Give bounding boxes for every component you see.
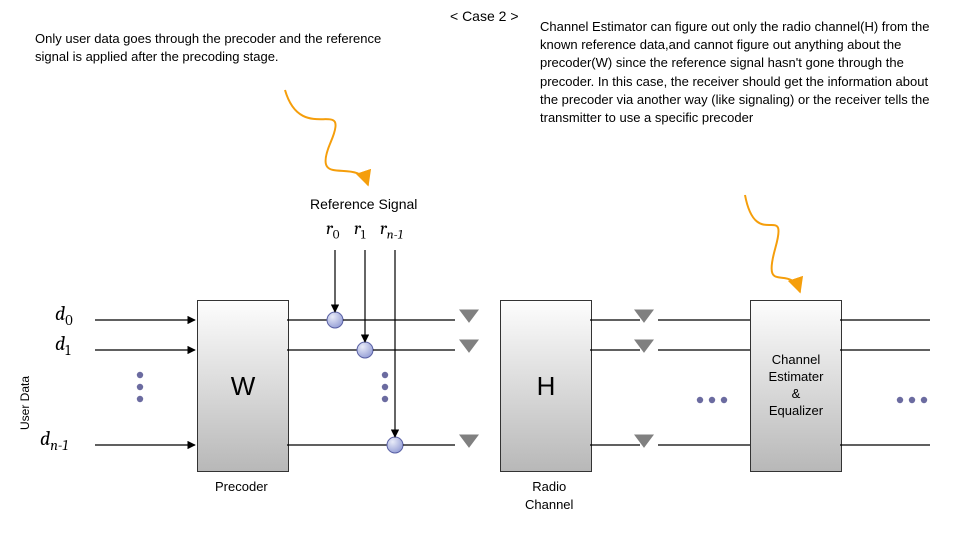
radio-channel-block: H [500,300,592,472]
caption-right: Channel Estimator can figure out only th… [540,18,940,127]
d0-label: d0 [55,302,73,329]
radio-caption: Radio Channel [525,478,573,514]
caption-left: Only user data goes through the precoder… [35,30,415,66]
reference-signal-label: Reference Signal [310,195,417,215]
precoder-block: W [197,300,289,472]
estimator-block: Channel Estimater & Equalizer [750,300,842,472]
user-data-label: User Data [18,376,32,430]
radio-letter: H [537,371,556,402]
r1-label: r1 [354,218,365,243]
d1-label: d1 [55,332,70,359]
dn-1-label: dn-1 [40,427,68,454]
precoder-letter: W [231,371,256,402]
precoder-caption: Precoder [215,478,268,496]
rn-1-label: rn-1 [380,218,403,243]
estimator-text: Channel Estimater & Equalizer [769,352,824,420]
diagram-title: < Case 2 > [450,8,519,24]
r0-label: r0 [326,218,339,243]
